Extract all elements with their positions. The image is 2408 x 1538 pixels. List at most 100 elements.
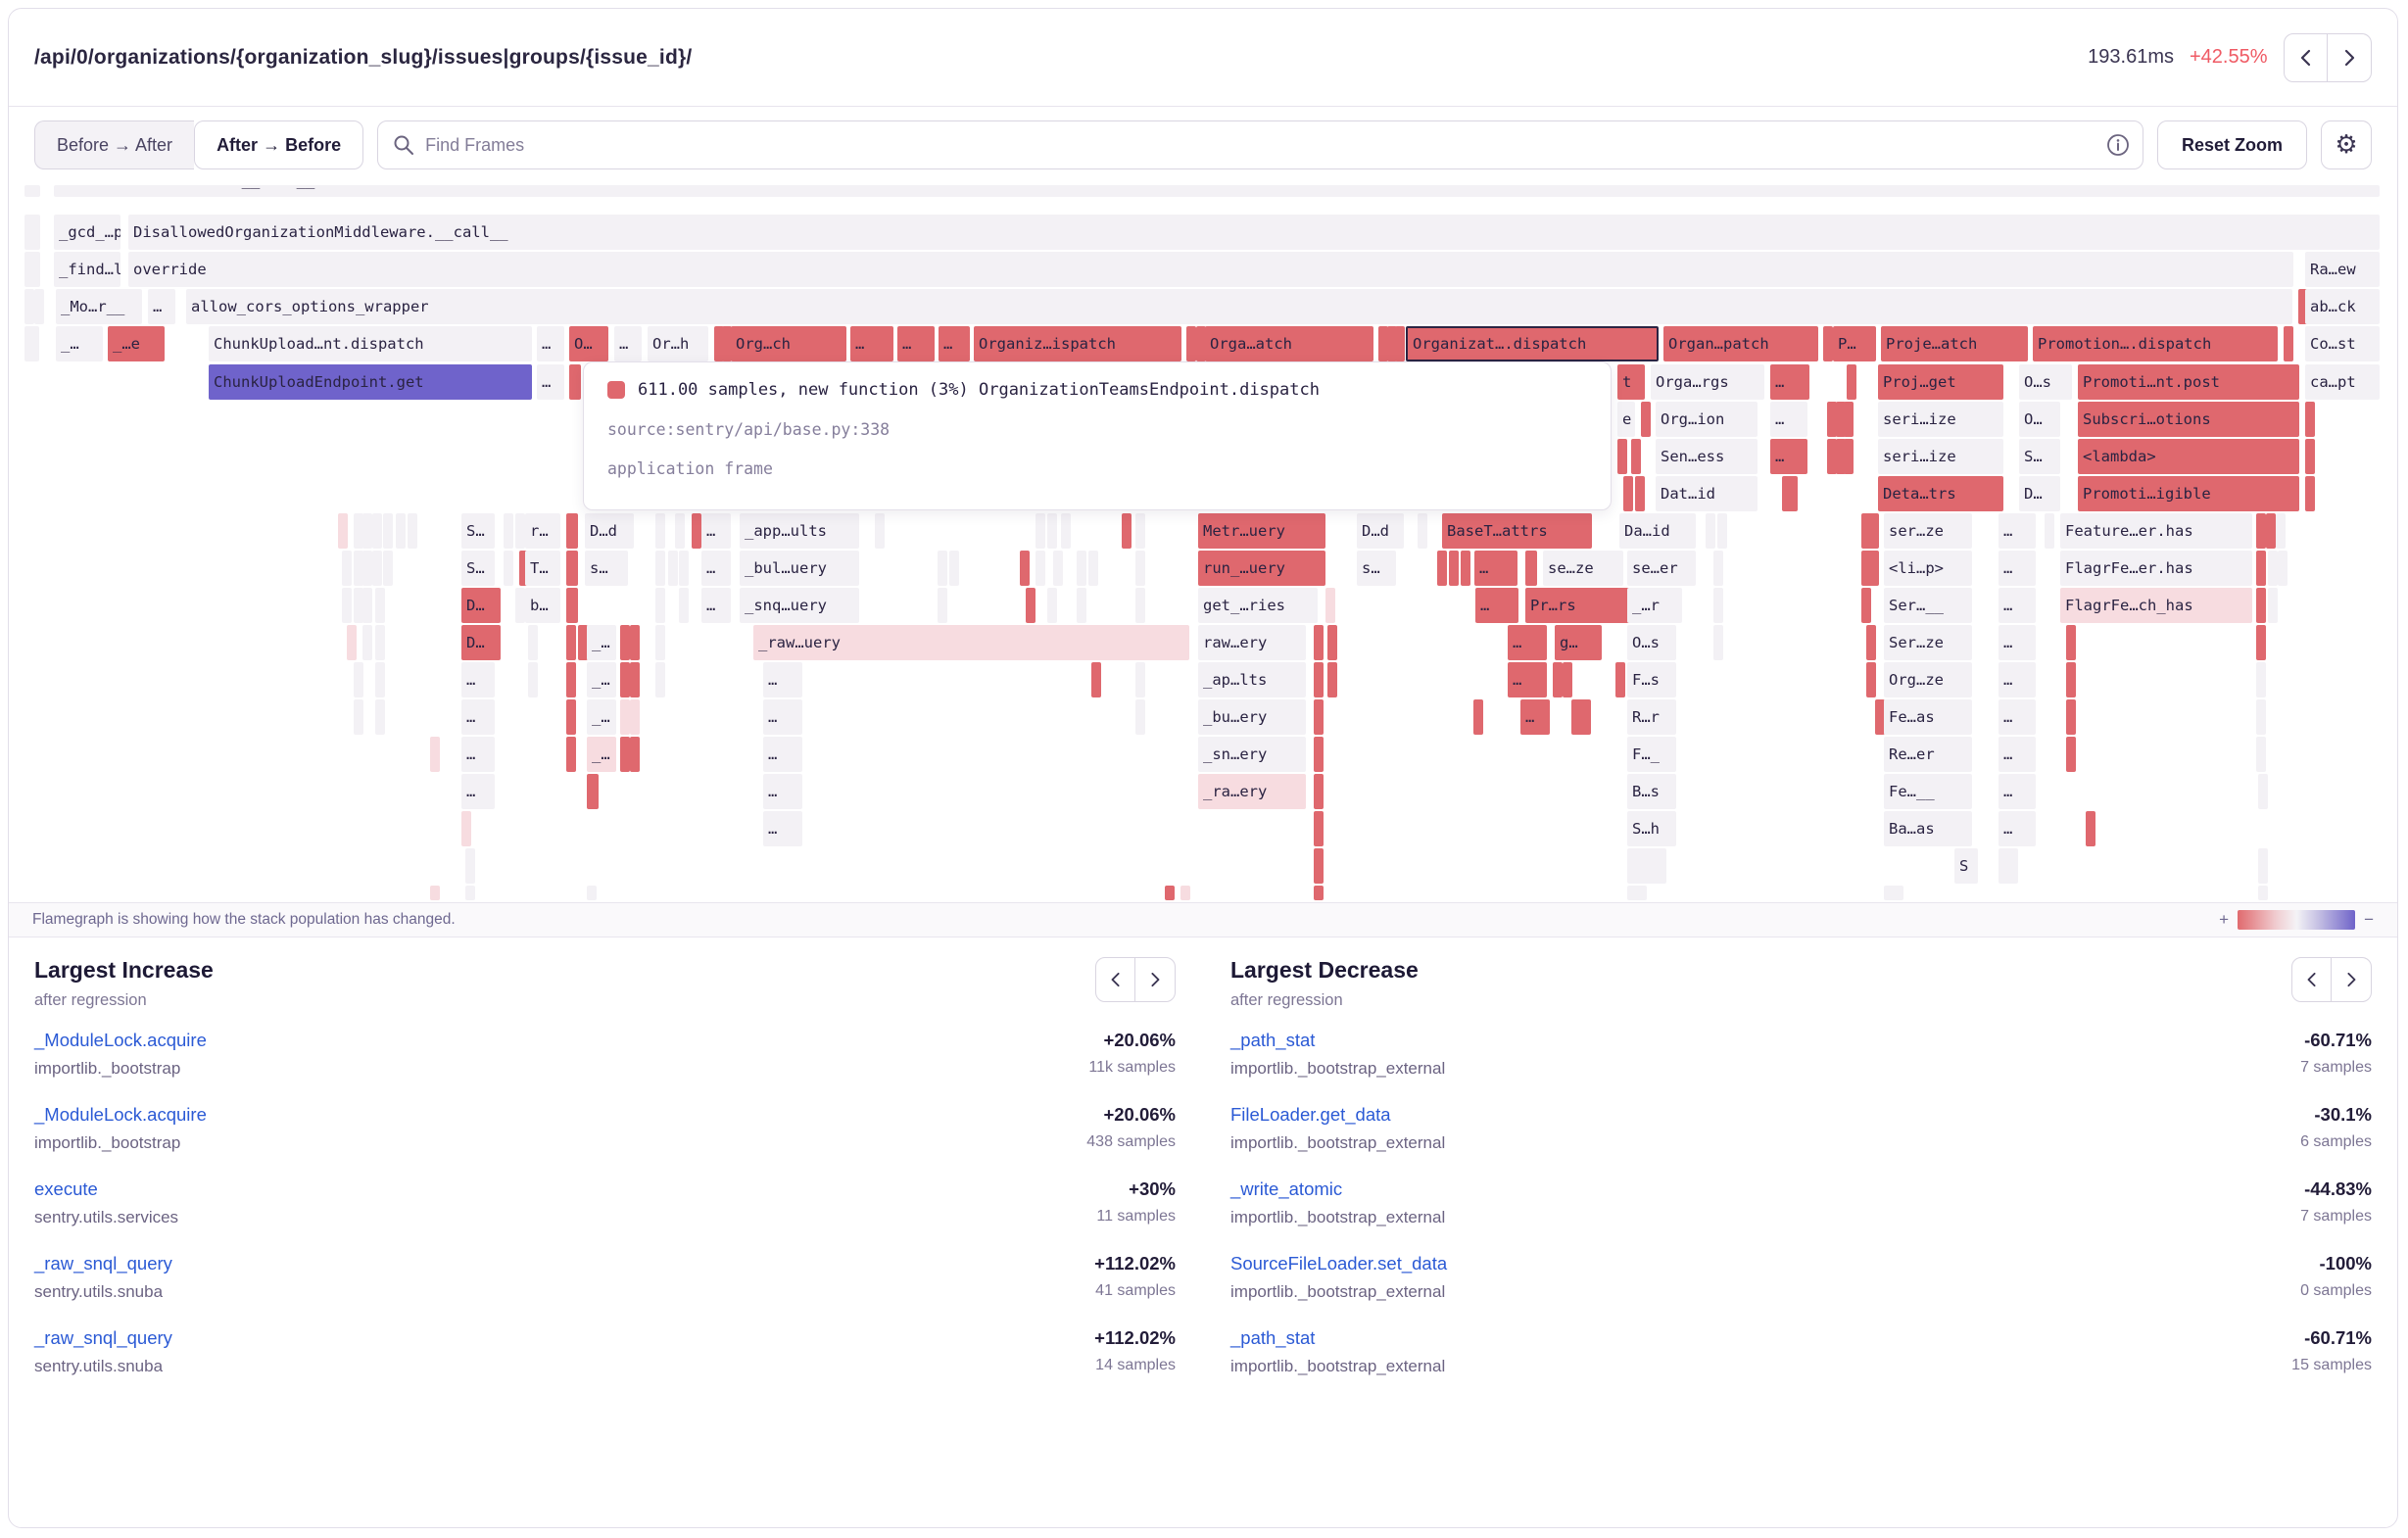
flamegraph-frame[interactable]	[2256, 588, 2266, 623]
flamegraph-frame[interactable]	[1861, 588, 1871, 623]
flamegraph-frame[interactable]: …	[763, 811, 802, 846]
flamegraph-frame[interactable]: …	[763, 662, 802, 697]
flamegraph-frame[interactable]	[24, 252, 34, 287]
flamegraph-frame[interactable]	[2066, 737, 2076, 772]
flamegraph-frame[interactable]	[1135, 551, 1145, 586]
flamegraph-frame[interactable]: _raw…uery	[753, 625, 1189, 660]
flamegraph-frame[interactable]: Ra…ew	[2305, 252, 2380, 287]
flamegraph-frame[interactable]	[938, 588, 947, 623]
flamegraph-frame[interactable]: B…s	[1627, 774, 1676, 809]
decrease-prev-button[interactable]	[2290, 957, 2333, 1002]
flamegraph-frame[interactable]	[1378, 326, 1388, 361]
flamegraph-frame[interactable]	[519, 551, 529, 586]
search-input[interactable]	[377, 120, 2143, 169]
flamegraph-frame[interactable]	[372, 513, 382, 549]
flamegraph-frame[interactable]	[1325, 588, 1335, 623]
flamegraph-frame[interactable]: _…	[56, 326, 103, 361]
flamegraph-frame[interactable]	[1473, 699, 1483, 735]
flamegraph-frame[interactable]	[465, 848, 475, 884]
flamegraph-frame[interactable]: Dat…id	[1656, 476, 1758, 511]
flamegraph-frame[interactable]: se…ze	[1543, 551, 1623, 586]
flamegraph-frame[interactable]	[655, 588, 665, 623]
flamegraph-frame[interactable]	[1827, 439, 1837, 474]
flamegraph-frame[interactable]: P…	[1833, 326, 1876, 361]
flamegraph-frame[interactable]	[2066, 699, 2076, 735]
flamegraph-frame[interactable]: override	[128, 252, 2293, 287]
flamegraph-frame[interactable]: Da…id	[1619, 513, 1696, 549]
flamegraph-frame[interactable]	[1866, 662, 1876, 697]
flamegraph-frame[interactable]	[34, 289, 44, 324]
flamegraph-frame[interactable]: …	[1770, 364, 1809, 400]
flamegraph-frame[interactable]	[342, 588, 352, 623]
flamegraph-frame[interactable]	[2278, 551, 2288, 586]
flamegraph-frame[interactable]: …	[1999, 551, 2036, 586]
flamegraph-frame[interactable]: …	[763, 737, 802, 772]
flamegraph-frame[interactable]: _…	[587, 662, 616, 697]
flamegraph-frame[interactable]	[2258, 886, 2268, 900]
reset-zoom-button[interactable]: Reset Zoom	[2156, 120, 2307, 169]
flamegraph-frame[interactable]: Organiz…ispatch	[974, 326, 1181, 361]
flamegraph-frame[interactable]: D…	[461, 625, 501, 660]
flamegraph-frame[interactable]	[1836, 402, 1846, 437]
flamegraph-frame[interactable]	[692, 513, 701, 549]
flamegraph-frame[interactable]: …	[850, 326, 893, 361]
flamegraph-frame[interactable]	[1615, 662, 1625, 697]
flamegraph-frame[interactable]	[1627, 848, 1666, 884]
flamegraph-frame[interactable]	[465, 886, 475, 900]
flamegraph-frame[interactable]: _…r	[1627, 588, 1682, 623]
flamegraph-frame[interactable]	[1314, 625, 1324, 660]
flamegraph-frame[interactable]: Fe…__	[1884, 774, 1972, 809]
flamegraph-frame[interactable]: Feature…er.has	[2060, 513, 2252, 549]
flamegraph-frame[interactable]: …	[614, 326, 642, 361]
flamegraph-frame[interactable]: get_…ries	[1198, 588, 1318, 623]
flamegraph-frame[interactable]: RateLimitMiddleware.__call__	[54, 185, 2380, 197]
flamegraph-frame[interactable]: _ap…lts	[1198, 662, 1306, 697]
flamegraph-frame[interactable]: Promoti…nt.post	[2078, 364, 2299, 400]
flamegraph-frame[interactable]: ab…ck	[2305, 289, 2380, 324]
flamegraph-frame[interactable]	[1884, 886, 1903, 900]
flamegraph-frame[interactable]	[1088, 551, 1098, 586]
flamegraph-frame[interactable]: …	[1508, 662, 1547, 697]
flamegraph-frame[interactable]: …	[1508, 625, 1547, 660]
flamegraph-frame[interactable]	[528, 662, 538, 697]
flamegraph-frame[interactable]: allow_cors_options_wrapper	[186, 289, 2292, 324]
flamegraph-frame[interactable]	[2256, 662, 2266, 697]
toggle-before-after[interactable]: Before → After	[34, 120, 195, 169]
flamegraph-frame[interactable]	[383, 551, 393, 586]
flamegraph-frame[interactable]	[1782, 476, 1798, 511]
flamegraph-frame[interactable]	[875, 513, 885, 549]
flamegraph-frame[interactable]: …	[537, 326, 564, 361]
flamegraph-frame[interactable]	[362, 625, 372, 660]
flamegraph-frame[interactable]: …	[461, 737, 495, 772]
flamegraph-frame[interactable]	[1713, 588, 1723, 623]
flamegraph-frame[interactable]	[655, 662, 665, 697]
flamegraph-frame[interactable]: Orga…rgs	[1651, 364, 1764, 400]
function-link[interactable]: _path_stat	[1230, 1030, 1316, 1050]
flamegraph-frame[interactable]	[587, 774, 599, 809]
flamegraph-frame[interactable]	[949, 551, 959, 586]
flamegraph-frame[interactable]	[569, 364, 581, 400]
flamegraph-frame[interactable]: run_…uery	[1198, 551, 1325, 586]
flamegraph-frame[interactable]	[655, 625, 665, 660]
flamegraph-frame[interactable]: Organ…patch	[1663, 326, 1818, 361]
flamegraph-frame[interactable]	[504, 513, 513, 549]
flamegraph-frame[interactable]	[1091, 662, 1101, 697]
flamegraph-frame[interactable]: _…	[587, 625, 616, 660]
flamegraph-frame[interactable]: D…	[461, 588, 501, 623]
flamegraph-frame[interactable]	[347, 625, 357, 660]
flamegraph-frame[interactable]: _snq…uery	[740, 588, 859, 623]
flamegraph-frame[interactable]	[1077, 551, 1086, 586]
function-link[interactable]: _raw_snql_query	[34, 1253, 172, 1274]
settings-button[interactable]: ⚙	[2321, 120, 2372, 169]
flamegraph-frame[interactable]: Org…ion	[1656, 402, 1758, 437]
flamegraph-frame[interactable]	[515, 513, 525, 549]
function-link[interactable]: SourceFileLoader.set_data	[1230, 1253, 1448, 1274]
flamegraph-frame[interactable]	[2256, 699, 2266, 735]
flamegraph-frame[interactable]: _app…ults	[740, 513, 859, 549]
function-link[interactable]: _raw_snql_query	[34, 1327, 172, 1348]
flamegraph-frame[interactable]	[1135, 699, 1145, 735]
flamegraph-frame[interactable]: se…er	[1627, 551, 1696, 586]
flamegraph-frame[interactable]	[1449, 551, 1459, 586]
flamegraph-frame[interactable]: s…	[585, 551, 628, 586]
flamegraph-frame[interactable]	[1196, 326, 1206, 361]
